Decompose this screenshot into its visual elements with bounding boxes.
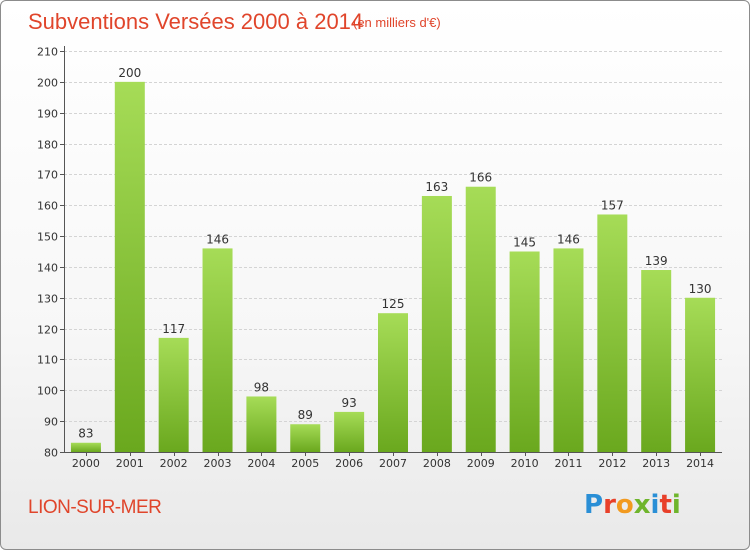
logo-letter: t (659, 490, 672, 520)
data-label: 157 (601, 198, 624, 212)
y-tick-label: 180 (37, 139, 58, 152)
data-label: 117 (162, 322, 185, 336)
y-tick-label: 100 (37, 385, 58, 398)
axes: 80 90 100 110 120 130 140 150 160 170 180 190 200 210… (37, 46, 722, 470)
bars: 83 200 117 146 98 89 93 125 163 166 145 146 157 139 13… (70, 66, 716, 452)
data-label: 146 (206, 232, 229, 246)
bar (334, 411, 365, 452)
bar (685, 297, 716, 452)
bar (202, 248, 233, 452)
y-tick-label: 90 (44, 416, 58, 429)
x-tick-label: 2007 (379, 457, 407, 470)
data-label: 98 (254, 380, 269, 394)
x-tick-label: 2008 (423, 457, 451, 470)
chart-subtitle: (en milliers d'€) (353, 15, 441, 30)
data-label: 130 (689, 282, 712, 296)
y-tick-label: 160 (37, 200, 58, 213)
bar (290, 424, 321, 452)
y-tick-label: 170 (37, 169, 58, 182)
x-tick-label: 2004 (247, 457, 275, 470)
x-tick-label: 2013 (642, 457, 670, 470)
logo-letter: r (603, 490, 616, 520)
x-tick-label: 2006 (335, 457, 363, 470)
data-label: 89 (298, 408, 313, 422)
y-tick-label: 140 (37, 262, 58, 275)
x-tick-label: 2000 (72, 457, 100, 470)
x-tick-label: 2012 (598, 457, 626, 470)
logo-letter: o (615, 490, 634, 520)
x-tick-label: 2014 (686, 457, 714, 470)
y-tick-label: 190 (37, 108, 58, 121)
bar (70, 442, 101, 452)
logo-letter: i (671, 490, 681, 520)
logo-letter: P (584, 490, 604, 520)
x-tick-label: 2002 (160, 457, 188, 470)
x-tick-label: 2003 (204, 457, 232, 470)
bar (509, 251, 540, 452)
bar (421, 195, 452, 452)
commune-name: LION-SUR-MER (28, 497, 162, 518)
x-tick-label: 2010 (511, 457, 539, 470)
y-tick-label: 200 (37, 77, 58, 90)
data-label: 139 (645, 254, 668, 268)
data-label: 83 (78, 427, 93, 441)
data-label: 146 (557, 232, 580, 246)
y-tick-label: 130 (37, 293, 58, 306)
bar (158, 337, 189, 452)
y-tick-label: 210 (37, 46, 58, 59)
data-label: 200 (118, 66, 141, 80)
bar (641, 270, 672, 452)
data-label: 166 (469, 171, 492, 185)
proxiti-logo: Proxiti (584, 490, 681, 520)
y-tick-label: 120 (37, 324, 58, 337)
x-tick-label: 2001 (116, 457, 144, 470)
x-tick-label: 2009 (467, 457, 495, 470)
y-tick-label: 110 (37, 354, 58, 367)
bar (246, 396, 277, 452)
logo-letter: i (650, 490, 660, 520)
data-label: 93 (341, 396, 356, 410)
data-label: 163 (425, 180, 448, 194)
data-label: 125 (382, 297, 405, 311)
data-label: 145 (513, 236, 536, 250)
x-tick-label: 2005 (291, 457, 319, 470)
bar (378, 313, 408, 452)
bar (114, 81, 145, 452)
logo-letter: x (633, 490, 651, 520)
y-tick-label: 80 (44, 447, 58, 460)
y-tick-label: 150 (37, 231, 58, 244)
chart-title: Subventions Versées 2000 à 2014 (28, 9, 364, 34)
bar (465, 186, 496, 452)
x-tick-label: 2011 (554, 457, 582, 470)
bar (597, 214, 628, 452)
bar (553, 248, 584, 452)
